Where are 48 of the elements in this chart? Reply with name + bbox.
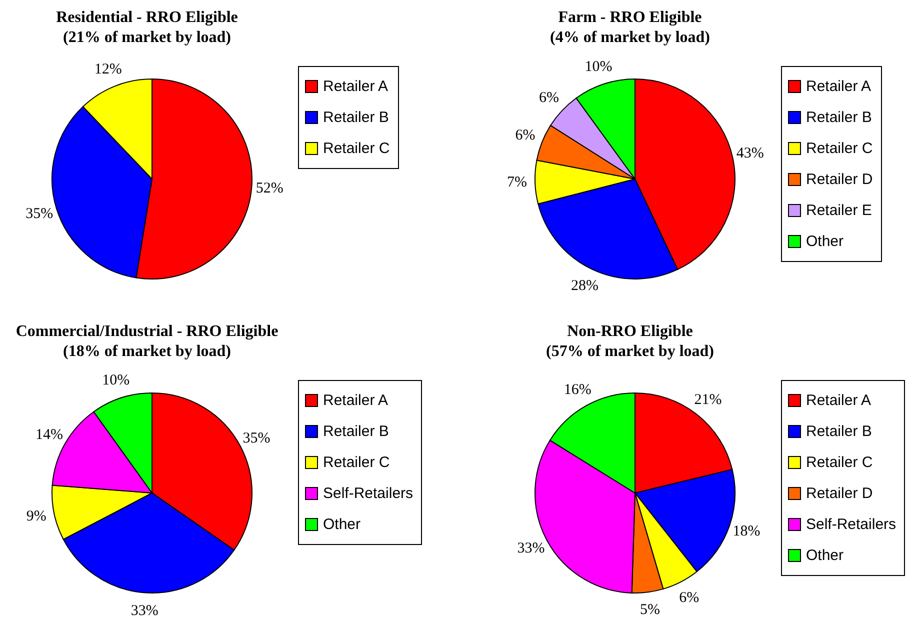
legend-label: Self-Retailers [323, 485, 414, 502]
data-label: 6% [515, 128, 536, 144]
data-label: 5% [640, 602, 660, 618]
chart-title: Farm - RRO Eligible [557, 8, 703, 28]
legend-label: Retailer B [323, 109, 389, 126]
legend-label: Retailer C [806, 454, 873, 471]
legend-label: Retailer A [806, 78, 872, 95]
data-label: 35% [26, 206, 54, 222]
legend-label: Retailer A [323, 78, 388, 95]
legend-label: Retailer A [806, 392, 872, 409]
data-label: 33% [130, 602, 158, 619]
legend-label: Retailer C [806, 140, 873, 157]
chart-subtitle: (4% of market by load) [549, 28, 711, 48]
legend-label: Retailer D [806, 171, 873, 188]
legend-label: Other [323, 516, 361, 533]
data-label: 10% [584, 58, 612, 75]
data-label: 28% [571, 278, 599, 294]
chart-title: Commercial/Industrial - RRO Eligible [14, 322, 280, 342]
chart-subtitle: (21% of market by load) [62, 28, 232, 48]
data-label: 35% [242, 430, 270, 446]
chart-title: Residential - RRO Eligible [55, 8, 239, 28]
data-label: 18% [732, 524, 760, 540]
legend-label: Self-Retailers [806, 516, 896, 533]
data-label: 52% [256, 180, 284, 196]
data-label: 21% [694, 392, 722, 408]
chart-subtitle: (18% of market by load) [62, 342, 232, 362]
legend-label: Retailer B [806, 423, 872, 440]
data-label: 14% [35, 427, 63, 444]
chart-subtitle: (57% of market by load) [545, 342, 715, 362]
legend-label: Other [806, 233, 844, 250]
legend-label: Retailer B [806, 109, 872, 126]
data-label: 10% [102, 372, 130, 389]
legend-label: Retailer C [323, 140, 390, 157]
legend-label: Other [806, 547, 844, 564]
data-label: 9% [26, 508, 46, 525]
data-label: 33% [517, 540, 545, 557]
chart-title: Non-RRO Eligible [566, 322, 694, 342]
data-label: 7% [507, 174, 528, 191]
legend-label: Retailer D [806, 485, 873, 502]
data-label: 6% [679, 590, 700, 606]
legend-label: Retailer C [323, 454, 390, 471]
legend-label: Retailer B [323, 423, 389, 440]
data-label: 12% [94, 61, 122, 78]
data-label: 6% [538, 90, 559, 106]
legend-label: Retailer A [323, 392, 388, 409]
legend-label: Retailer E [806, 202, 872, 219]
data-label: 43% [736, 145, 764, 162]
data-label: 16% [564, 382, 592, 398]
